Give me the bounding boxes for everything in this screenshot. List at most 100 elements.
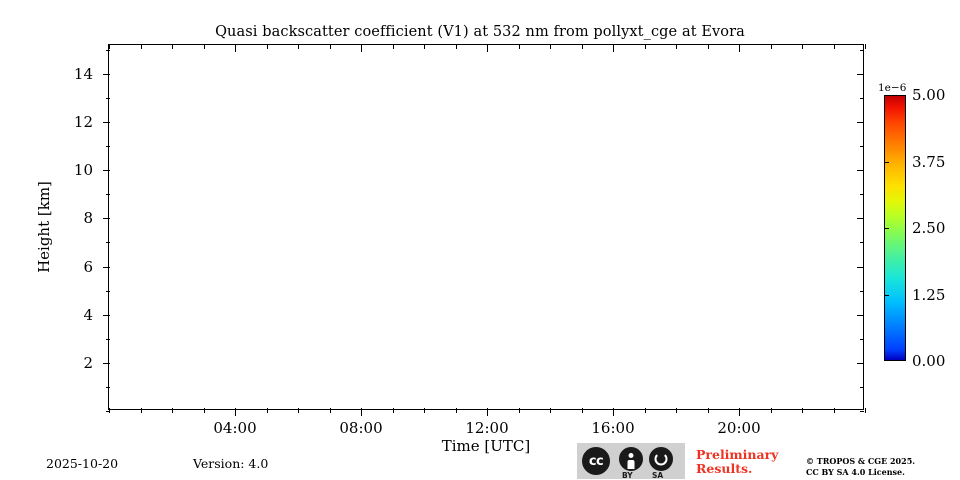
footer-version: Version: 4.0: [193, 456, 269, 471]
cc-sa-label: SA: [652, 471, 664, 480]
preliminary-line-2: Results.: [696, 461, 753, 476]
footer-date: 2025-10-20: [46, 456, 119, 471]
colorbar-tick-label: 2.50: [912, 219, 946, 237]
y-axis-tick: [103, 170, 110, 172]
y-axis-tick-right: [857, 122, 864, 124]
x-axis-minor-tick: [770, 408, 772, 413]
x-axis-tick: [739, 408, 740, 416]
copyright-note: © TROPOS & CGE 2025. CC BY SA 4.0 Licens…: [806, 456, 915, 478]
x-axis-minor-tick-top: [455, 44, 457, 49]
x-axis-tick-top: [235, 44, 236, 52]
y-axis-minor-tick: [106, 411, 110, 412]
preliminary-results-note: Preliminary Results.: [696, 448, 778, 476]
y-axis-minor-tick: [106, 194, 110, 196]
x-axis-minor-tick-top: [644, 44, 646, 49]
x-axis-minor-tick: [707, 408, 709, 413]
y-axis-minor-tick: [106, 338, 110, 340]
x-axis-tick: [613, 408, 614, 416]
x-axis-minor-tick-top: [676, 44, 677, 49]
y-axis-tick-label: 4: [83, 305, 93, 324]
y-axis-minor-tick: [106, 290, 110, 292]
y-axis-tick-right: [857, 362, 864, 364]
cc-logo-label: cc: [588, 453, 604, 469]
x-axis-minor-tick-top: [172, 44, 173, 49]
y-axis-minor-tick: [106, 146, 110, 148]
x-axis-label: Time [UTC]: [441, 437, 531, 455]
x-axis-minor-tick: [266, 408, 268, 413]
x-axis-tick-label: 04:00: [213, 419, 257, 437]
x-axis-minor-tick: [676, 408, 677, 413]
x-axis-minor-tick-top: [865, 44, 866, 49]
x-axis-tick-top: [487, 44, 488, 52]
x-axis-minor-tick: [140, 408, 142, 413]
x-axis-minor-tick: [392, 408, 394, 413]
y-axis-tick-label: 10: [73, 161, 93, 180]
cc-logo-icon: cc: [582, 447, 610, 475]
colorbar: 0.00 1.25 2.50 3.75 5.00: [884, 86, 945, 370]
x-axis-minor-tick: [518, 408, 520, 413]
y-axis-label: Height [km]: [35, 181, 53, 273]
x-axis-minor-tick: [424, 408, 425, 413]
y-axis-tick-label: 2: [83, 353, 93, 372]
x-axis-minor-tick: [644, 408, 646, 413]
cc-by-label: BY: [622, 471, 633, 480]
copyright-line-1: © TROPOS & CGE 2025.: [806, 456, 916, 466]
y-axis-minor-tick: [106, 242, 110, 244]
y-axis-tick-right: [857, 266, 864, 268]
x-axis-tick-label: 12:00: [465, 419, 509, 437]
x-axis-minor-tick: [581, 408, 583, 413]
x-axis-minor-tick: [329, 408, 331, 413]
colorbar-tick-label: 3.75: [912, 152, 946, 171]
person-head-shape: [628, 453, 634, 458]
x-axis-minor-tick-top: [140, 44, 142, 49]
y-axis-tick: [103, 73, 110, 75]
colorbar-tick: [884, 228, 889, 229]
colorbar-tick-label: 0.00: [912, 352, 946, 370]
y-axis-minor-tick-right: [860, 146, 864, 148]
x-axis-minor-tick: [802, 408, 803, 413]
x-axis-tick: [235, 408, 236, 416]
y-axis-minor-tick-right: [860, 338, 864, 340]
colorbar-tick: [884, 161, 889, 163]
x-axis-minor-tick-top: [802, 44, 803, 49]
x-axis-minor-tick-top: [424, 44, 425, 49]
x-axis-tick-top: [361, 44, 362, 52]
x-axis-tick-top: [613, 44, 614, 52]
y-axis-minor-tick-right: [860, 386, 864, 388]
y-axis-minor-tick: [106, 49, 110, 51]
x-axis-minor-tick-top: [298, 44, 299, 49]
x-axis-minor-tick-top: [518, 44, 520, 49]
x-axis-minor-tick: [455, 408, 457, 413]
x-axis-minor-tick-top: [329, 44, 331, 49]
copyright-line-2: CC BY SA 4.0 License.: [806, 466, 905, 477]
y-axis-minor-tick-right: [860, 194, 864, 196]
x-axis-tick-label: 16:00: [591, 419, 635, 437]
y-axis-tick-label: 8: [83, 209, 93, 228]
cc-sharealike-icon: [649, 447, 673, 471]
x-axis-minor-tick-top: [833, 44, 835, 49]
y-axis-minor-tick-right: [860, 290, 864, 292]
x-axis-minor-tick-top: [392, 44, 394, 49]
plot-area: 2 4 6 8 10 12 14 04:00 08:00 12:00 16:00 20:00: [74, 44, 866, 437]
creative-commons-badge[interactable]: cc BY SA: [577, 443, 685, 480]
x-axis-tick-label: 20:00: [717, 419, 761, 437]
x-axis-minor-tick: [203, 408, 205, 413]
y-axis-tick-label: 12: [73, 113, 93, 132]
preliminary-line-1: Preliminary: [696, 447, 779, 462]
y-axis-tick: [103, 122, 110, 124]
y-axis-tick: [103, 362, 110, 364]
x-axis-minor-tick: [172, 408, 173, 413]
x-axis-minor-tick-top: [550, 44, 551, 49]
x-axis-tick-label: 08:00: [339, 419, 383, 437]
sharealike-arrow-shape: [654, 452, 668, 466]
y-axis-tick-label: 14: [73, 64, 93, 83]
x-axis-minor-tick-top: [266, 44, 268, 49]
x-axis-minor-tick-top: [707, 44, 709, 49]
colorbar-offset-label: 1e−6: [878, 82, 907, 94]
x-axis-minor-tick: [298, 408, 299, 413]
y-axis-tick: [103, 266, 110, 268]
colorbar-tick-label: 1.25: [912, 285, 946, 304]
x-axis-tick-top: [739, 44, 740, 52]
y-axis-tick-label: 6: [83, 257, 93, 276]
y-axis-minor-tick-right: [860, 242, 864, 244]
